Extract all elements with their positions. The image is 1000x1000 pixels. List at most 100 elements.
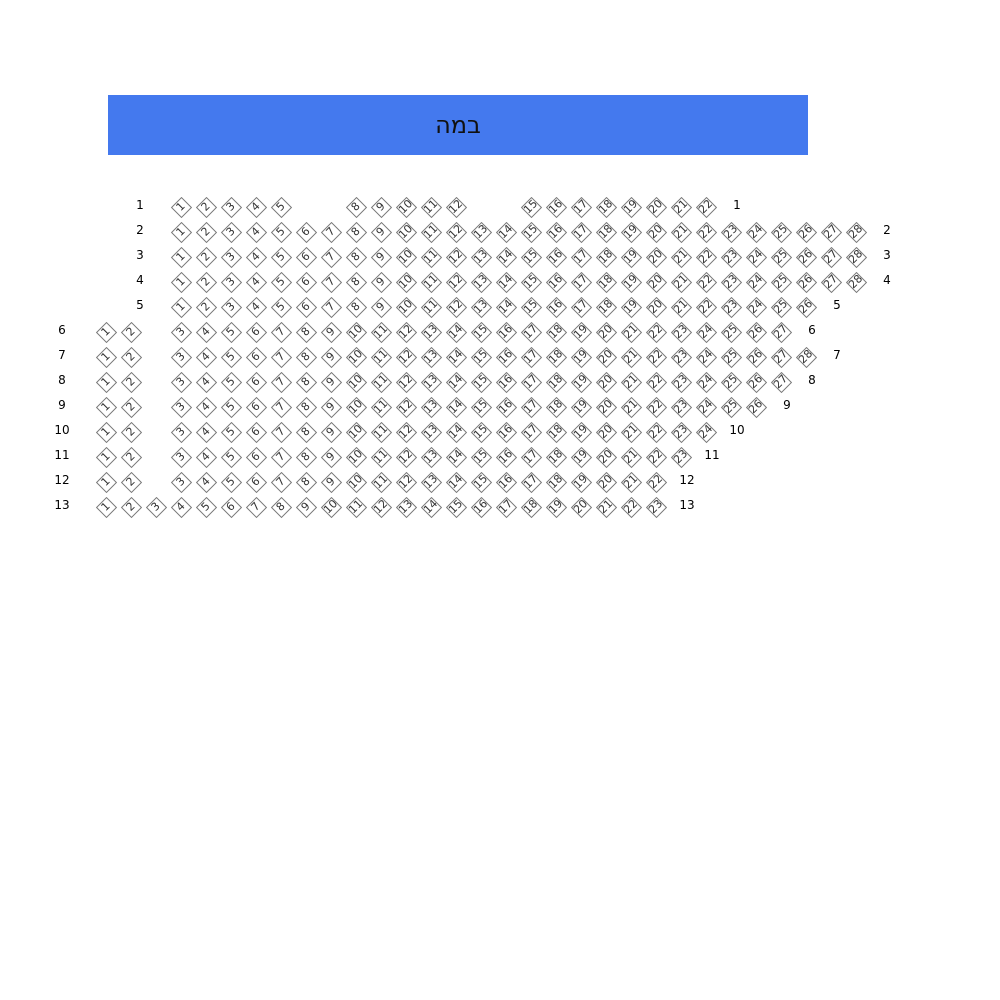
seat[interactable]: 3: [170, 471, 193, 494]
seat[interactable]: 11: [420, 246, 443, 269]
seat[interactable]: 11: [345, 496, 368, 519]
seat[interactable]: 14: [420, 496, 443, 519]
seat[interactable]: 1: [95, 321, 118, 344]
seat[interactable]: 13: [470, 296, 493, 319]
seat[interactable]: 10: [345, 346, 368, 369]
seat[interactable]: 15: [470, 346, 493, 369]
seat[interactable]: 6: [245, 471, 268, 494]
seat[interactable]: 27: [820, 221, 843, 244]
seat[interactable]: 10: [345, 421, 368, 444]
seat[interactable]: 18: [545, 471, 568, 494]
seat[interactable]: 5: [270, 196, 293, 219]
seat[interactable]: 14: [445, 421, 468, 444]
seat[interactable]: 20: [595, 371, 618, 394]
seat[interactable]: 16: [470, 496, 493, 519]
seat[interactable]: 13: [420, 446, 443, 469]
seat[interactable]: 14: [445, 446, 468, 469]
seat[interactable]: 17: [520, 396, 543, 419]
seat[interactable]: 3: [170, 321, 193, 344]
seat[interactable]: 7: [320, 271, 343, 294]
seat[interactable]: 12: [445, 221, 468, 244]
seat[interactable]: 21: [670, 246, 693, 269]
seat[interactable]: 6: [245, 371, 268, 394]
seat[interactable]: 11: [370, 321, 393, 344]
seat[interactable]: 14: [445, 321, 468, 344]
seat[interactable]: 15: [470, 396, 493, 419]
seat[interactable]: 24: [745, 221, 768, 244]
seat[interactable]: 6: [295, 296, 318, 319]
seat[interactable]: 18: [595, 221, 618, 244]
seat[interactable]: 13: [420, 421, 443, 444]
seat[interactable]: 22: [620, 496, 643, 519]
seat[interactable]: 8: [295, 396, 318, 419]
seat[interactable]: 19: [570, 421, 593, 444]
seat[interactable]: 10: [345, 371, 368, 394]
seat[interactable]: 8: [295, 446, 318, 469]
seat[interactable]: 11: [420, 196, 443, 219]
seat[interactable]: 1: [170, 196, 193, 219]
seat[interactable]: 4: [245, 271, 268, 294]
seat[interactable]: 26: [745, 371, 768, 394]
seat[interactable]: 23: [670, 446, 693, 469]
seat[interactable]: 19: [620, 271, 643, 294]
seat[interactable]: 5: [220, 321, 243, 344]
seat[interactable]: 23: [670, 346, 693, 369]
seat[interactable]: 21: [670, 296, 693, 319]
seat[interactable]: 14: [495, 221, 518, 244]
seat[interactable]: 22: [645, 421, 668, 444]
seat[interactable]: 1: [95, 446, 118, 469]
seat[interactable]: 21: [670, 221, 693, 244]
seat[interactable]: 13: [420, 396, 443, 419]
seat[interactable]: 20: [645, 246, 668, 269]
seat[interactable]: 15: [470, 371, 493, 394]
seat[interactable]: 3: [220, 196, 243, 219]
seat[interactable]: 17: [520, 346, 543, 369]
seat[interactable]: 17: [570, 221, 593, 244]
seat[interactable]: 12: [445, 271, 468, 294]
seat[interactable]: 22: [645, 446, 668, 469]
seat[interactable]: 12: [445, 196, 468, 219]
seat[interactable]: 7: [245, 496, 268, 519]
seat[interactable]: 17: [570, 296, 593, 319]
seat[interactable]: 9: [320, 446, 343, 469]
seat[interactable]: 27: [770, 346, 793, 369]
seat[interactable]: 2: [120, 421, 143, 444]
seat[interactable]: 23: [670, 321, 693, 344]
seat[interactable]: 16: [545, 296, 568, 319]
seat[interactable]: 6: [295, 221, 318, 244]
seat[interactable]: 27: [820, 246, 843, 269]
seat[interactable]: 10: [320, 496, 343, 519]
seat[interactable]: 20: [570, 496, 593, 519]
seat[interactable]: 11: [420, 271, 443, 294]
seat[interactable]: 28: [845, 246, 868, 269]
seat[interactable]: 18: [595, 246, 618, 269]
seat[interactable]: 28: [795, 346, 818, 369]
seat[interactable]: 15: [520, 221, 543, 244]
seat[interactable]: 18: [595, 271, 618, 294]
seat[interactable]: 4: [170, 496, 193, 519]
seat[interactable]: 2: [120, 446, 143, 469]
seat[interactable]: 21: [620, 321, 643, 344]
seat[interactable]: 8: [295, 421, 318, 444]
seat[interactable]: 4: [195, 421, 218, 444]
seat[interactable]: 26: [745, 396, 768, 419]
seat[interactable]: 15: [470, 421, 493, 444]
seat[interactable]: 16: [545, 221, 568, 244]
seat[interactable]: 10: [345, 471, 368, 494]
seat[interactable]: 19: [620, 246, 643, 269]
seat[interactable]: 26: [795, 221, 818, 244]
seat[interactable]: 19: [570, 346, 593, 369]
seat[interactable]: 8: [295, 321, 318, 344]
seat[interactable]: 2: [195, 221, 218, 244]
seat[interactable]: 6: [245, 421, 268, 444]
seat[interactable]: 9: [320, 396, 343, 419]
seat[interactable]: 5: [220, 421, 243, 444]
seat[interactable]: 5: [270, 271, 293, 294]
seat[interactable]: 13: [420, 346, 443, 369]
seat[interactable]: 10: [345, 396, 368, 419]
seat[interactable]: 9: [370, 221, 393, 244]
seat[interactable]: 5: [220, 371, 243, 394]
seat[interactable]: 26: [745, 321, 768, 344]
seat[interactable]: 11: [420, 296, 443, 319]
seat[interactable]: 5: [270, 221, 293, 244]
